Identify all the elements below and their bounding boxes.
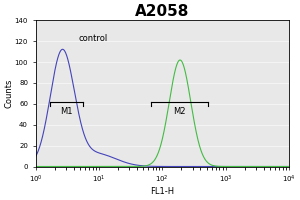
- Text: M1: M1: [60, 107, 73, 116]
- X-axis label: FL1-H: FL1-H: [150, 187, 174, 196]
- Title: A2058: A2058: [135, 4, 190, 19]
- Text: control: control: [78, 34, 107, 43]
- Y-axis label: Counts: Counts: [4, 79, 13, 108]
- Text: M2: M2: [173, 107, 186, 116]
